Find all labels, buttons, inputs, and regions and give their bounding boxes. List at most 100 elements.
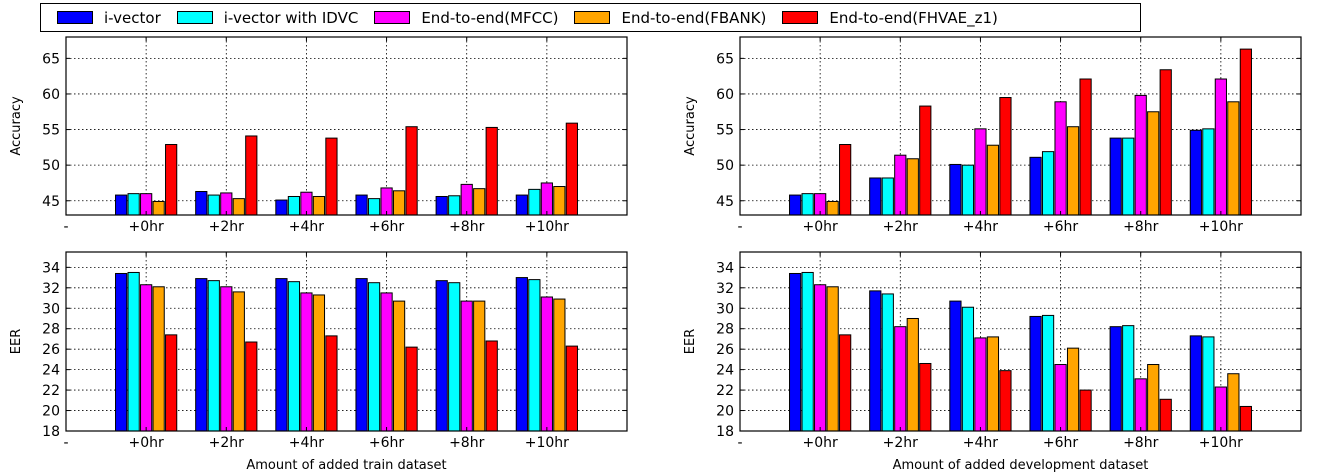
bar bbox=[485, 126, 498, 216]
chart-top-left: 45 50 55 60 65 - +0hr +2hr +4hr +6hr +8hr +10hr Accu… bbox=[9, 36, 628, 235]
chart-top-right: 45 50 55 60 65 - +0hr +2hr +4hr +6hr +8hr +10hr Accu… bbox=[683, 36, 1302, 235]
bar bbox=[367, 282, 381, 432]
bar bbox=[460, 183, 473, 216]
bar bbox=[312, 294, 326, 432]
bar bbox=[906, 317, 919, 432]
y-tick-label: 32 bbox=[716, 281, 734, 297]
bar bbox=[553, 298, 566, 432]
chart-bottom-right: 18 20 22 24 26 28 30 32 34 - +0hr +2hr +4hr +6hr +8hr +… bbox=[683, 251, 1302, 473]
bar bbox=[949, 163, 962, 216]
bar bbox=[312, 195, 326, 216]
bar bbox=[127, 193, 140, 216]
bar bbox=[1041, 314, 1055, 432]
y-tick-label: 34 bbox=[716, 260, 734, 276]
legend-label: End-to-end(MFCC) bbox=[421, 8, 559, 27]
bar bbox=[1134, 94, 1147, 216]
legend-label: End-to-end(FBANK) bbox=[621, 8, 767, 27]
bar bbox=[127, 271, 140, 432]
x-tick-label: +10hr bbox=[525, 435, 569, 451]
bar bbox=[869, 290, 882, 432]
bar bbox=[1159, 69, 1172, 216]
bar bbox=[405, 126, 418, 216]
bar bbox=[553, 186, 566, 216]
x-tick-label: +0hr bbox=[803, 219, 839, 235]
bar bbox=[839, 334, 852, 432]
bar bbox=[355, 278, 368, 432]
y-tick-label: 30 bbox=[716, 301, 734, 317]
bar bbox=[826, 200, 839, 216]
x-tick-label: +4hr bbox=[289, 219, 325, 235]
legend-swatch bbox=[176, 11, 213, 24]
y-tick-label: 22 bbox=[42, 383, 60, 399]
bar bbox=[974, 337, 987, 432]
bar bbox=[1041, 151, 1055, 216]
bar bbox=[245, 135, 258, 216]
bar bbox=[355, 194, 368, 216]
plot-frame bbox=[65, 251, 628, 432]
bar bbox=[165, 144, 178, 216]
bar bbox=[1214, 386, 1227, 432]
bar bbox=[287, 195, 301, 216]
x-tick-label: +2hr bbox=[883, 219, 919, 235]
x-tick-label: +8hr bbox=[449, 219, 485, 235]
y-tick-label: 55 bbox=[716, 123, 734, 139]
legend-item: i-vector with IDVC bbox=[161, 9, 358, 27]
bar bbox=[207, 194, 220, 216]
bar bbox=[1239, 48, 1252, 216]
x-tick-label: +4hr bbox=[963, 219, 999, 235]
x-tick-label: - bbox=[737, 435, 742, 451]
y-tick-label: 55 bbox=[42, 123, 60, 139]
x-tick-label: - bbox=[63, 219, 68, 235]
bar bbox=[789, 194, 802, 216]
bar bbox=[115, 272, 128, 432]
x-axis-label: Amount of added train dataset bbox=[246, 458, 446, 473]
y-tick-label: 18 bbox=[716, 424, 734, 440]
bar bbox=[448, 195, 461, 216]
y-tick-label: 60 bbox=[42, 87, 60, 103]
bar bbox=[1147, 364, 1160, 432]
bar bbox=[367, 198, 381, 216]
legend-label: End-to-end(FHVAE_z1) bbox=[829, 8, 998, 27]
bar bbox=[961, 306, 975, 432]
bar bbox=[473, 300, 486, 432]
bar bbox=[986, 336, 1000, 432]
x-tick-label: +6hr bbox=[369, 435, 405, 451]
legend-item: End-to-end(MFCC) bbox=[358, 9, 558, 27]
bar bbox=[195, 278, 208, 432]
bar bbox=[152, 286, 165, 432]
bar bbox=[839, 144, 852, 216]
x-tick-label: +6hr bbox=[369, 219, 405, 235]
bar bbox=[1054, 364, 1067, 432]
legend-item: End-to-end(FBANK) bbox=[558, 9, 766, 27]
bar bbox=[515, 277, 528, 432]
legend-swatch bbox=[574, 11, 611, 24]
bar bbox=[392, 300, 406, 432]
bar bbox=[906, 158, 919, 216]
bar bbox=[801, 271, 814, 432]
y-axis-label: Accuracy bbox=[683, 96, 698, 156]
bar bbox=[300, 292, 313, 432]
x-tick-label: - bbox=[63, 435, 68, 451]
bar bbox=[894, 154, 907, 216]
bar bbox=[325, 137, 338, 216]
bar bbox=[528, 188, 541, 216]
plot-frame bbox=[739, 36, 1302, 216]
bar bbox=[1239, 405, 1252, 432]
bar bbox=[115, 194, 128, 216]
x-tick-label: +2hr bbox=[209, 219, 245, 235]
x-tick-label: +4hr bbox=[963, 435, 999, 451]
bar bbox=[515, 194, 528, 216]
x-tick-label: +8hr bbox=[1123, 435, 1159, 451]
bar bbox=[152, 200, 165, 216]
y-tick-label: 24 bbox=[716, 363, 734, 379]
bar bbox=[540, 182, 553, 216]
x-tick-label: +8hr bbox=[1123, 219, 1159, 235]
bar bbox=[435, 195, 448, 216]
x-tick-label: +6hr bbox=[1043, 219, 1079, 235]
bar bbox=[1202, 128, 1215, 216]
bar bbox=[435, 280, 448, 432]
x-tick-label: - bbox=[737, 219, 742, 235]
bar bbox=[881, 293, 894, 432]
bar bbox=[894, 326, 907, 432]
